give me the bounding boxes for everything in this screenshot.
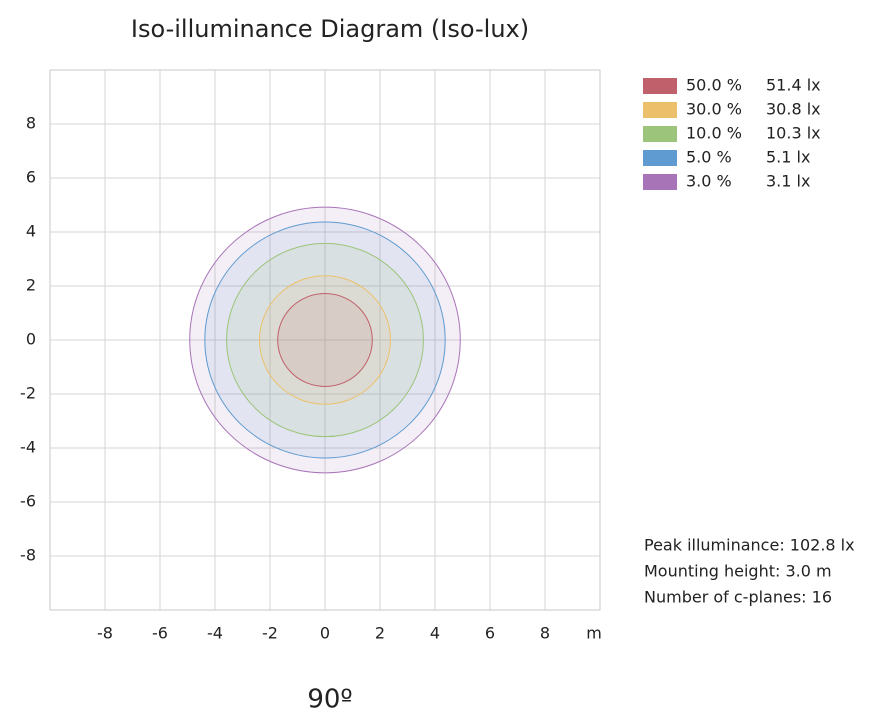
x-tick-label: 4	[430, 624, 440, 643]
annotation: Mounting height: 3.0 m	[644, 562, 832, 581]
legend-lux: 10.3 lx	[766, 124, 821, 143]
x-tick-label: -2	[262, 624, 278, 643]
legend-lux: 30.8 lx	[766, 100, 821, 119]
y-tick-label: -4	[20, 438, 36, 457]
legend-swatch	[643, 78, 677, 94]
iso-contour	[204, 221, 446, 459]
legend-swatch	[643, 150, 677, 166]
legend-lux: 3.1 lx	[766, 172, 810, 191]
legend-swatch	[643, 126, 677, 142]
legend-lux: 5.1 lx	[766, 148, 810, 167]
legend-label: 10.0 %	[686, 124, 742, 143]
annotations: Peak illuminance: 102.8 lx Mounting heigh…	[644, 536, 855, 607]
x-tick-label: 8	[540, 624, 550, 643]
x-tick-label: 2	[375, 624, 385, 643]
y-tick-label: -6	[20, 492, 36, 511]
y-tick-label: 4	[26, 222, 36, 241]
chart-title: Iso-illuminance Diagram (Iso-lux)	[131, 15, 529, 43]
legend-swatch	[643, 102, 677, 118]
x-tick-label: 0	[320, 624, 330, 643]
iso-contour	[277, 293, 373, 387]
x-tick-label: -4	[207, 624, 223, 643]
x-unit-label: m	[586, 624, 602, 643]
legend-lux: 51.4 lx	[766, 76, 821, 95]
iso-contour	[189, 206, 461, 474]
legend-label: 3.0 %	[686, 172, 732, 191]
x-tick-label: -6	[152, 624, 168, 643]
legend-label: 50.0 %	[686, 76, 742, 95]
annotation: Peak illuminance: 102.8 lx	[644, 536, 855, 555]
x-tick-label: -8	[97, 624, 113, 643]
annotation: Number of c-planes: 16	[644, 588, 832, 607]
y-tick-label: 0	[26, 330, 36, 349]
iso-contour	[226, 242, 424, 438]
legend-swatch	[643, 174, 677, 190]
legend-label: 5.0 %	[686, 148, 732, 167]
legend: 50.0 % 51.4 lx 30.0 % 30.8 lx 10.0 % 10.3 lx 5…	[643, 76, 821, 191]
y-tick-label: 8	[26, 114, 36, 133]
y-tick-label: -8	[20, 546, 36, 565]
y-tick-label: -2	[20, 384, 36, 403]
legend-label: 30.0 %	[686, 100, 742, 119]
x-tick-label: 6	[485, 624, 495, 643]
plot-frame	[49, 69, 601, 611]
iso-contour	[259, 275, 391, 405]
angle-label: 90º	[307, 685, 352, 715]
y-tick-label: 6	[26, 168, 36, 187]
grid	[50, 70, 600, 610]
y-tick-label: 2	[26, 276, 36, 295]
contours	[189, 206, 461, 474]
